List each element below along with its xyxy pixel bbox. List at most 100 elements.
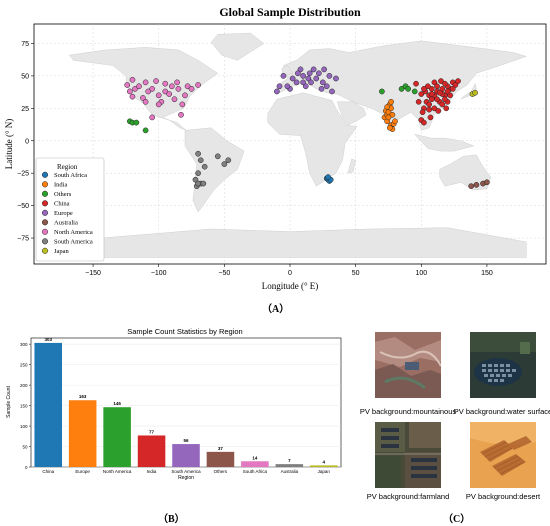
bar-value-label: 14 (252, 455, 258, 460)
map-point-south-america (201, 181, 206, 186)
legend-marker (42, 201, 48, 207)
bar-x-tick-label: South Africa (243, 469, 268, 474)
bar-y-tick-label: 150 (20, 403, 28, 408)
bar-chart: Sample Count Statistics by Region 050100… (0, 322, 345, 482)
map-point-europe (333, 76, 338, 81)
map-point-india (388, 99, 393, 104)
map-point-north-america (167, 91, 172, 96)
pv-image-water (470, 332, 536, 398)
map-point-australia (469, 184, 474, 189)
legend-marker (42, 191, 48, 197)
legend-marker (42, 220, 48, 226)
bar-x-axis-label: Region (178, 475, 194, 481)
map-point-europe (316, 71, 321, 76)
map-point-north-america (143, 80, 148, 85)
map-point-china (437, 90, 442, 95)
bar-japan (310, 465, 338, 467)
map-point-india (386, 115, 391, 120)
legend-entry-india: India (54, 182, 67, 189)
legend-entry-others: Others (54, 191, 72, 198)
legend-marker (42, 210, 48, 216)
legend-title: Region (57, 163, 78, 171)
map-point-north-america (169, 84, 174, 89)
map-x-ticks: −150 −100 −50 0 50 100 150 (85, 264, 493, 277)
map-point-europe (311, 67, 316, 72)
map-point-north-america (174, 80, 179, 85)
legend-marker (42, 239, 48, 245)
map-point-north-america (136, 84, 141, 89)
map-point-australia (484, 180, 489, 185)
map-y-axis-label: Latitude (° N) (4, 119, 14, 170)
bar-value-label: 303 (44, 337, 52, 342)
bar-y-tick-label: 100 (20, 424, 28, 429)
pv-caption-desert: PV background:desert (448, 492, 550, 501)
map-y-tick-label: 0 (25, 138, 29, 145)
map-point-north-america (172, 97, 177, 102)
map-title: Global Sample Distribution (219, 5, 361, 19)
pv-caption-mountainous: PV background:mountainous (353, 407, 463, 416)
map-point-europe (308, 80, 313, 85)
legend-marker (42, 229, 48, 235)
map-point-others (134, 120, 139, 125)
map-point-china (440, 102, 445, 107)
map-point-north-america (196, 82, 201, 87)
map-point-europe (294, 80, 299, 85)
bar-x-ticks: China Europe North America India South Ameri… (42, 469, 330, 474)
map-point-india (385, 104, 390, 109)
bar-y-tick-label: 200 (20, 383, 28, 388)
map-point-north-america (180, 102, 185, 107)
map-point-europe (277, 84, 282, 89)
bar-australia (276, 464, 304, 467)
map-point-north-america (189, 86, 194, 91)
bar-x-tick-label: Japan (318, 469, 331, 474)
map-point-south-africa (325, 174, 330, 179)
bar-y-tick-label: 250 (20, 362, 28, 367)
map-y-tick-label: 75 (21, 41, 29, 48)
bar-south-america (172, 444, 200, 467)
map-point-north-america (156, 93, 161, 98)
map-point-europe (281, 73, 286, 78)
map-chart: Global Sample Distribution −150 −100 −50 0 5… (0, 0, 550, 300)
bar-chart-title: Sample Count Statistics by Region (127, 327, 242, 336)
bar-x-tick-label: North America (103, 469, 132, 474)
panel-c-label: （C） (443, 510, 470, 525)
map-point-europe (320, 80, 325, 85)
bar-value-label: 37 (218, 446, 224, 451)
bar-europe (69, 400, 97, 467)
bar-x-tick-label: India (147, 469, 157, 474)
map-point-china (421, 86, 426, 91)
map-x-tick-label: 150 (481, 270, 493, 277)
map-point-china (429, 91, 434, 96)
map-point-others (379, 89, 384, 94)
map-y-ticks: 75 50 25 0 −25 −50 −75 (17, 41, 34, 243)
map-point-india (392, 119, 397, 124)
map-point-south-america (222, 162, 227, 167)
bar-y-tick-label: 300 (20, 342, 28, 347)
bar-x-tick-label: South America (171, 469, 201, 474)
map-point-india (387, 125, 392, 130)
map-point-europe (319, 86, 324, 91)
map-point-china (436, 108, 441, 113)
map-y-tick-label: 25 (21, 106, 29, 113)
map-point-north-america (176, 86, 181, 91)
map-point-north-america (127, 89, 132, 94)
map-point-china (455, 78, 460, 83)
map-point-australia (474, 182, 479, 187)
map-point-north-america (153, 78, 158, 83)
map-point-europe (322, 67, 327, 72)
map-point-europe (324, 84, 329, 89)
bar-india (138, 435, 166, 467)
map-point-japan (473, 90, 478, 95)
map-point-china (428, 115, 433, 120)
map-point-south-america (198, 158, 203, 163)
map-point-europe (290, 76, 295, 81)
map-point-china (427, 107, 432, 112)
map-legend: Region South Africa India Others China Europ… (36, 158, 104, 261)
bar-value-label: 56 (183, 438, 189, 443)
panel-a-label: （A） (262, 300, 289, 315)
map-point-europe (295, 71, 300, 76)
pv-caption-water: PV background:water surface (448, 407, 550, 416)
legend-marker (42, 172, 48, 178)
map-point-europe (285, 84, 290, 89)
map-point-south-america (196, 171, 201, 176)
